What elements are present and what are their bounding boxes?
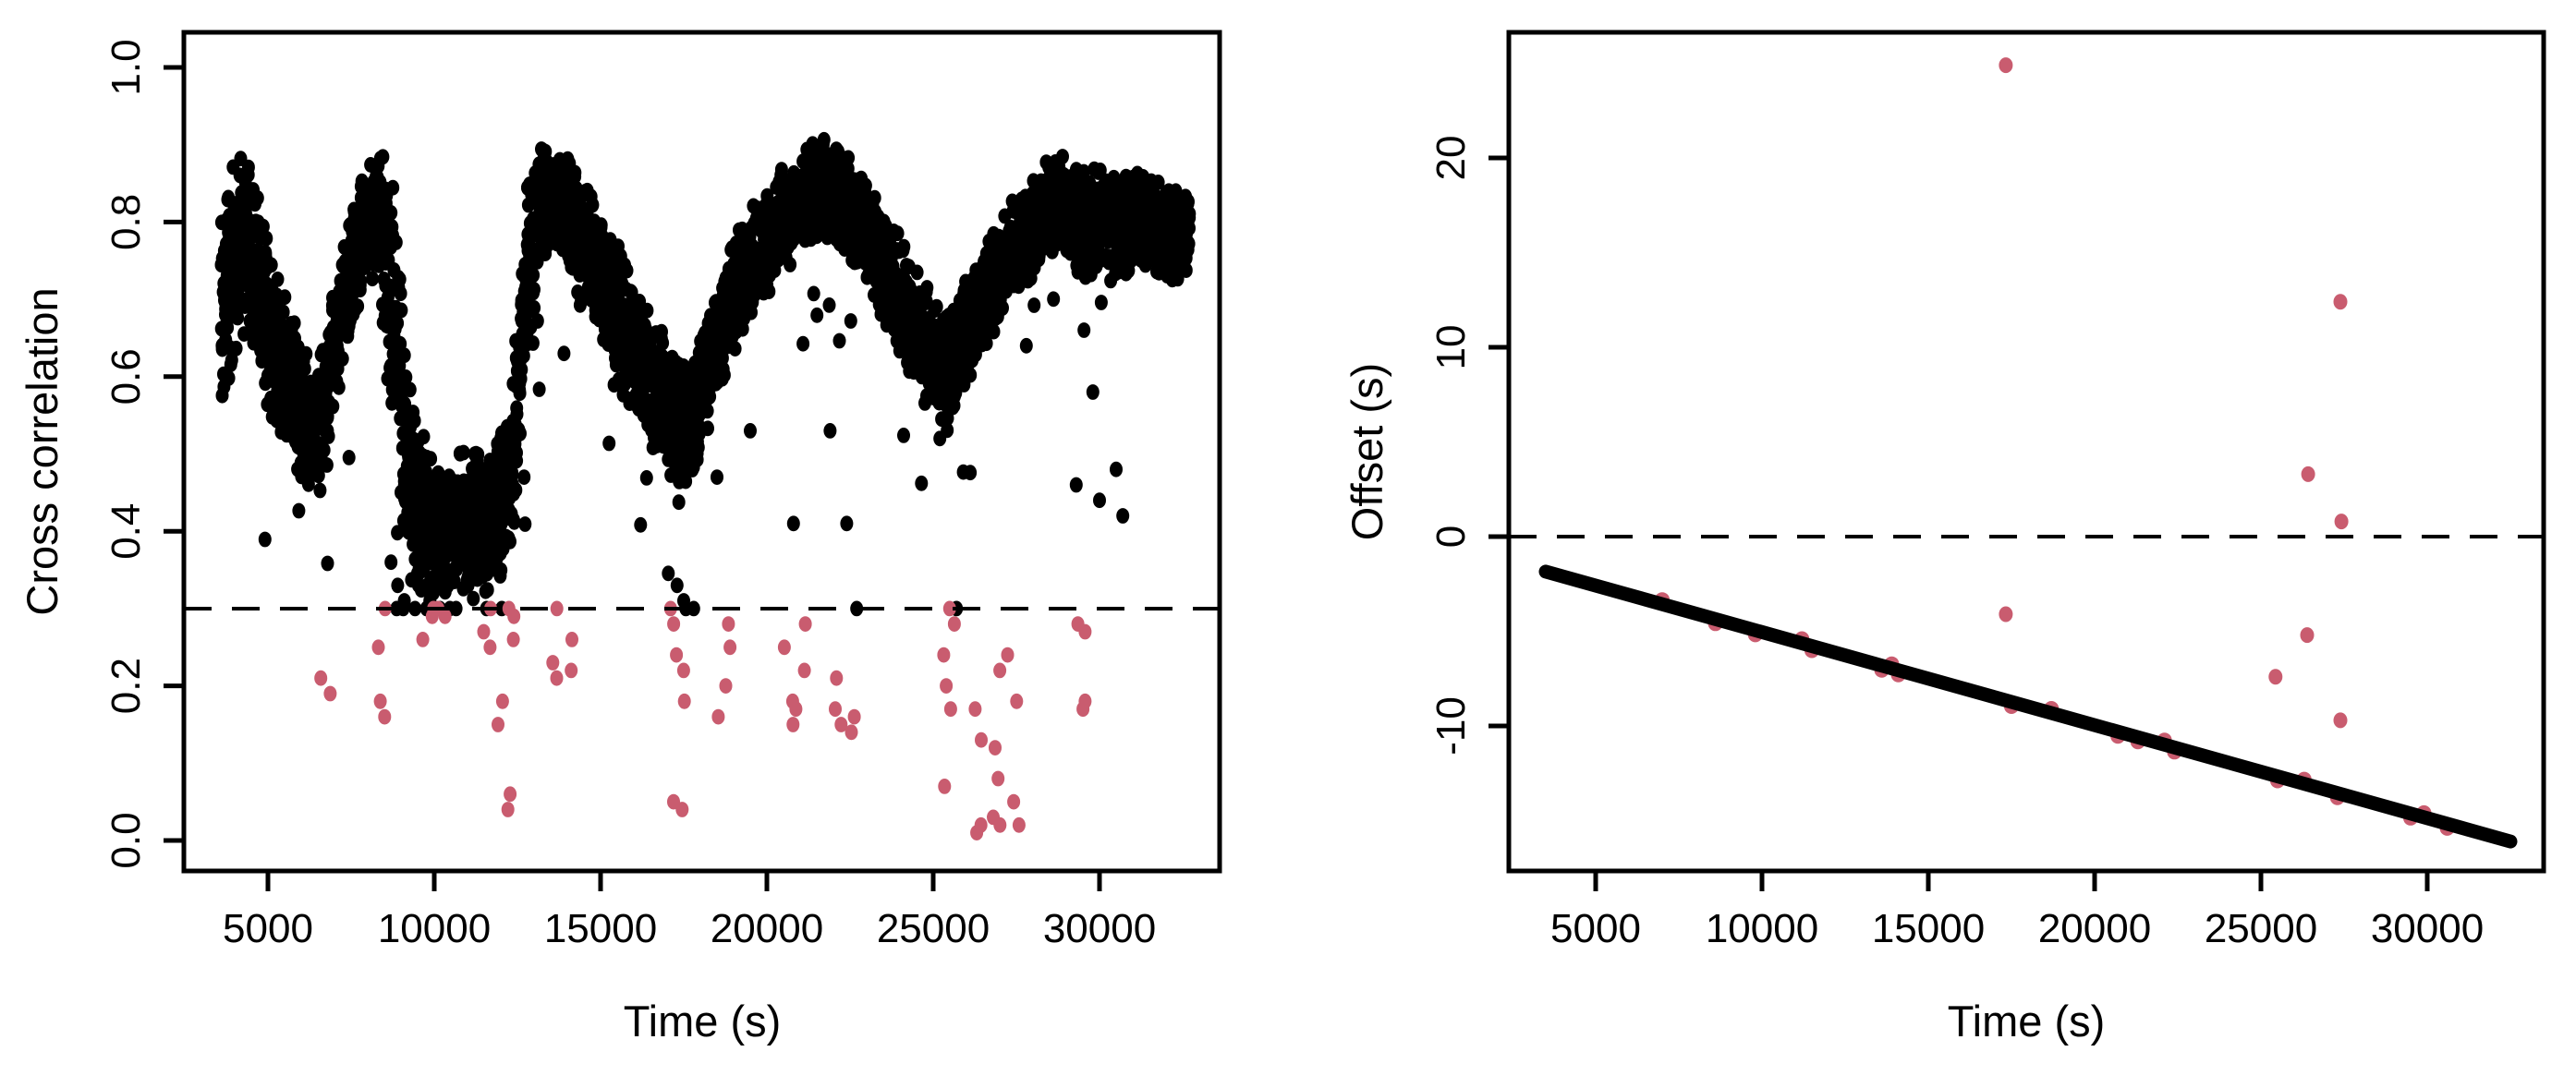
- y-axis-tick-label: 20: [1428, 136, 1474, 181]
- plot-box: [1506, 30, 2546, 874]
- scatter-points-flagged: [314, 600, 1092, 840]
- plot-box: [181, 30, 1222, 874]
- x-axis-tick-label: 25000: [2205, 906, 2317, 951]
- y-axis-tick-label: 0: [1428, 526, 1474, 548]
- cross-correlation-panel: 5000 10000 15000 20000 25000 30000 0.0 0.2 0.4 0.…: [18, 30, 1222, 1046]
- y-axis-tick-label: 0.8: [103, 194, 149, 250]
- y-axis-tick-label: 10: [1428, 325, 1474, 370]
- y-axis-title-right: Offset (s): [1343, 363, 1391, 540]
- offset-trend-line: [1538, 564, 2518, 849]
- x-axis-tick-label: 25000: [877, 906, 990, 951]
- offset-panel: 5000 10000 15000 20000 25000 30000 -10 0 10 20 Ti…: [1343, 30, 2546, 1046]
- x-axis-title-right: Time (s): [1948, 997, 2106, 1046]
- y-axis-tick-label: 0.6: [103, 348, 149, 405]
- scatter-points-black: [214, 131, 1197, 617]
- y-axis-tick-label: 1.0: [103, 39, 149, 95]
- x-axis-title-left: Time (s): [624, 997, 782, 1046]
- x-axis-tick-label: 10000: [378, 906, 491, 951]
- y-axis-tick-label: 0.4: [103, 503, 149, 560]
- x-axis-tick-label: 10000: [1706, 906, 1818, 951]
- y-axis-title-left: Cross correlation: [18, 287, 67, 615]
- x-axis-tick-label: 15000: [544, 906, 657, 951]
- x-axis-tick-label: 15000: [1872, 906, 1985, 951]
- x-axis-tick-label: 5000: [223, 906, 313, 951]
- y-axis-tick-label: -10: [1428, 696, 1474, 756]
- axes-ticks: 5000 10000 15000 20000 25000 30000 0.0 0.2 0.4 0.…: [103, 39, 1156, 951]
- x-axis-tick-label: 5000: [1550, 906, 1641, 951]
- x-axis-tick-label: 20000: [2038, 906, 2151, 951]
- x-axis-tick-label: 30000: [2371, 906, 2484, 951]
- flagged-outlier-points: [1999, 57, 2349, 729]
- y-axis-tick-label: 0.0: [103, 812, 149, 868]
- axes-ticks: 5000 10000 15000 20000 25000 30000 -10 0 10 20: [1428, 136, 2484, 951]
- y-axis-tick-label: 0.2: [103, 658, 149, 714]
- x-axis-tick-label: 30000: [1043, 906, 1156, 951]
- x-axis-tick-label: 20000: [711, 906, 823, 951]
